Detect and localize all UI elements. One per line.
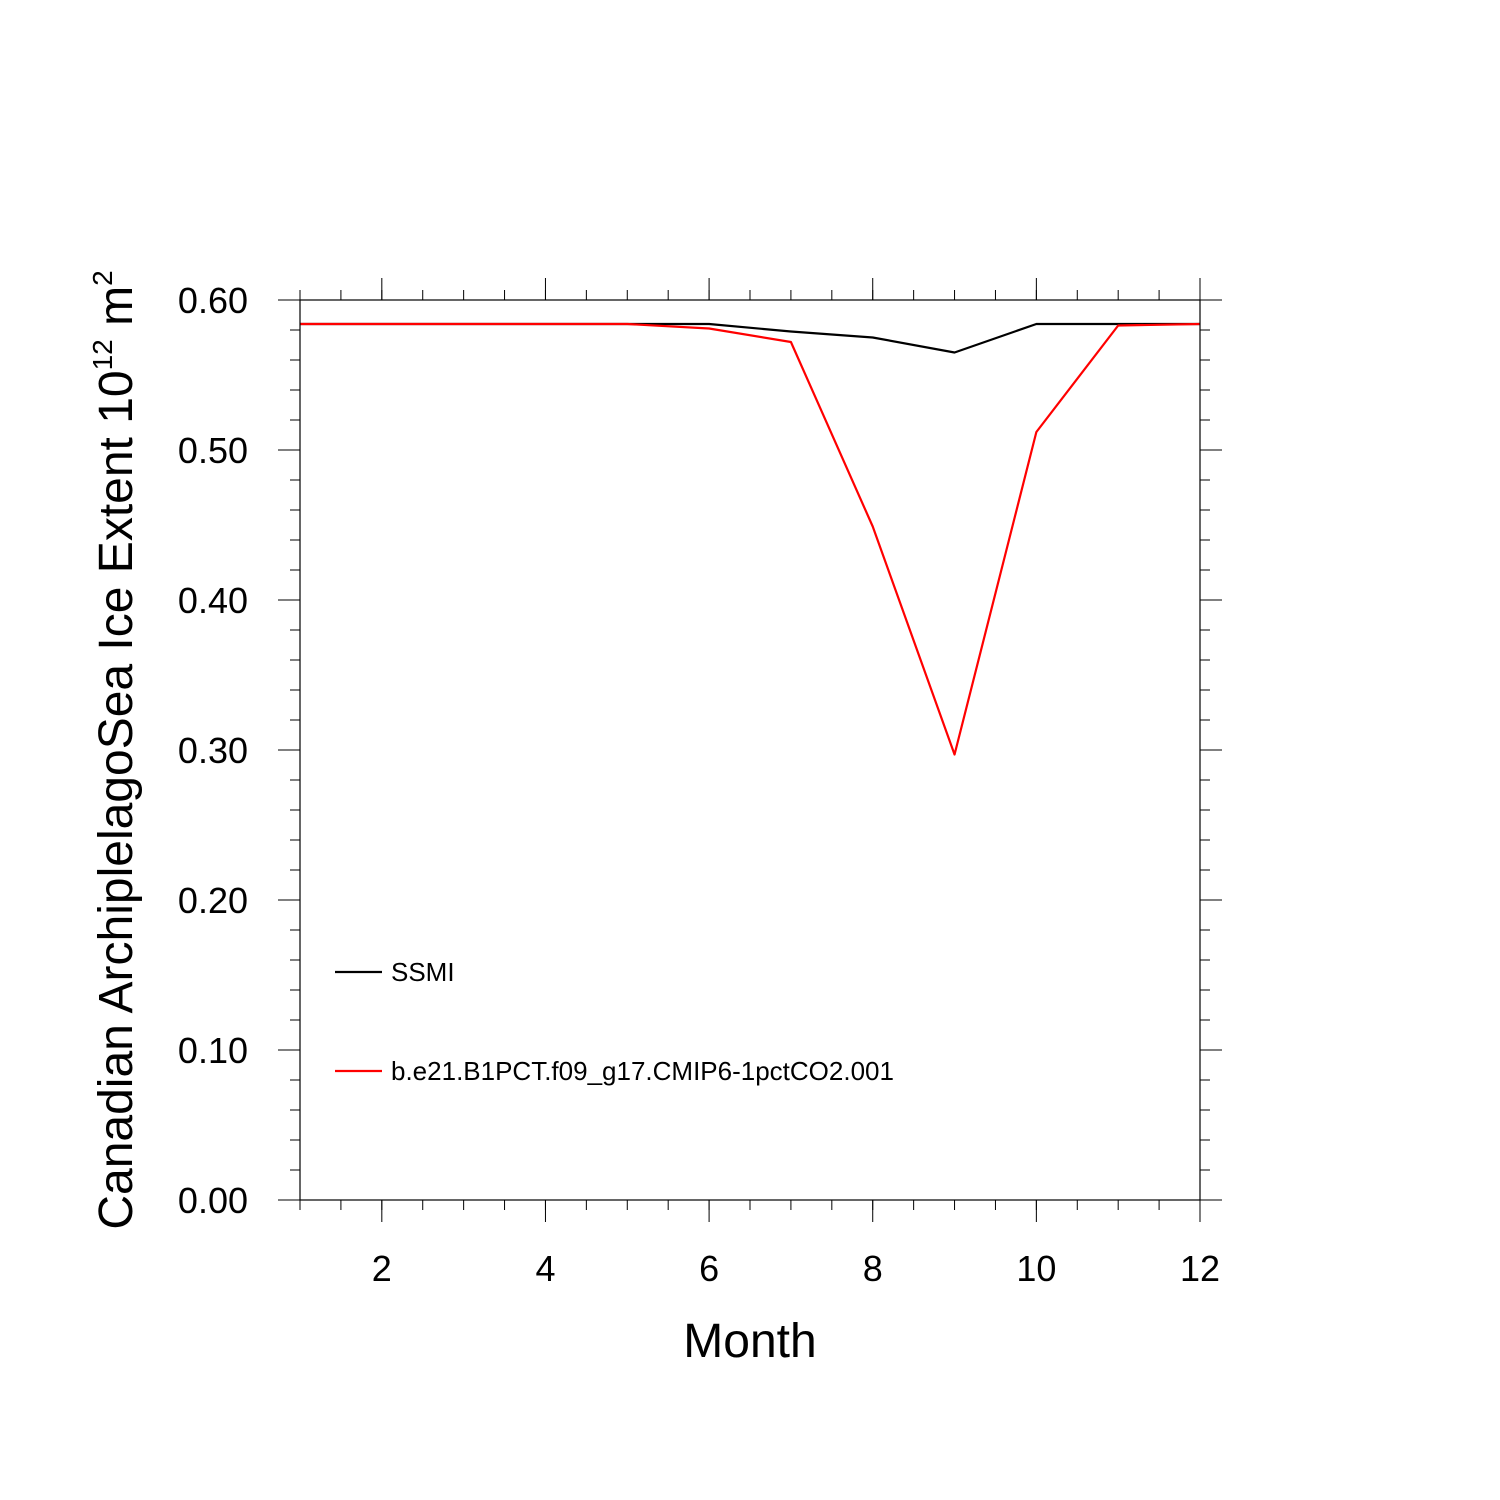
y-tick-label: 0.10 [178, 1030, 248, 1071]
legend: SSMI b.e21.B1PCT.f09_g17.CMIP6-1pctCO2.00… [335, 957, 894, 1086]
series-line-1 [300, 322, 1201, 756]
y-axis-title-text: Canadian ArchiplelagoSea Ice Extent 10 [90, 370, 143, 1229]
axis-ticks [278, 278, 1222, 1222]
y-tick-label: 0.20 [178, 880, 248, 921]
x-tick-label: 6 [699, 1248, 719, 1289]
y-axis-title-exponent: 12 [87, 339, 118, 370]
x-tick-label: 12 [1180, 1248, 1220, 1289]
y-tick-label: 0.30 [178, 730, 248, 771]
x-tick-label: 2 [372, 1248, 392, 1289]
y-tick-label: 0.50 [178, 430, 248, 471]
tick-labels: 2 4 6 8 10 12 0.00 0.10 0.20 0.30 0.40 0.50 0.60 [178, 280, 1220, 1289]
data-series [300, 322, 1201, 756]
x-tick-label: 4 [535, 1248, 555, 1289]
y-tick-label: 0.60 [178, 280, 248, 321]
y-axis-title: Canadian ArchiplelagoSea Ice Extent 1012… [87, 270, 143, 1229]
legend-label: b.e21.B1PCT.f09_g17.CMIP6-1pctCO2.001 [391, 1056, 894, 1086]
x-tick-label: 10 [1016, 1248, 1056, 1289]
y-tick-label: 0.00 [178, 1180, 248, 1221]
plot-frame [299, 299, 1201, 1201]
x-tick-label: 8 [863, 1248, 883, 1289]
x-axis-title: Month [683, 1315, 816, 1368]
legend-label: SSMI [391, 957, 455, 987]
y-axis-title-unit: m [90, 286, 143, 339]
y-axis-title-unit-exponent: 2 [87, 270, 118, 286]
y-tick-label: 0.40 [178, 580, 248, 621]
